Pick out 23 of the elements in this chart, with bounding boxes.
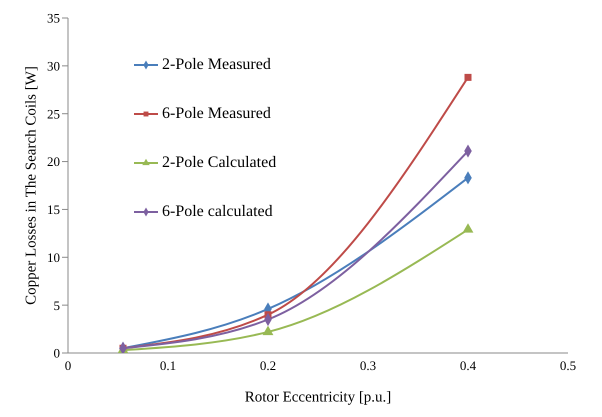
- y-tick-label: 35: [47, 10, 60, 26]
- x-axis-title: Rotor Eccentricity [p.u.]: [244, 390, 392, 406]
- legend-label: 6-Pole calculated: [162, 202, 273, 220]
- y-tick-label: 10: [47, 250, 60, 265]
- y-tick-label: 20: [47, 154, 60, 170]
- y-axis-title: Copper Losses in The Search Coils [W]: [23, 66, 40, 305]
- point: [262, 326, 274, 336]
- x-tick-label: 0.5: [560, 358, 576, 374]
- x-tick-label: 0: [64, 358, 72, 374]
- x-tick-label: 0.2: [260, 358, 276, 374]
- y-tick-label: 25: [47, 106, 60, 122]
- legend-label: 2-Pole Calculated: [162, 154, 276, 172]
- x-tick-label: 0.4: [460, 358, 477, 374]
- x-tick-label: 0.1: [160, 358, 176, 374]
- point: [464, 74, 472, 81]
- y-tick-label: 5: [54, 298, 60, 313]
- y-tick-label: 15: [47, 202, 60, 218]
- legend-label: 2-Pole Measured: [162, 56, 271, 74]
- y-tick-label: 0: [54, 346, 60, 361]
- y-tick-label: 30: [47, 58, 60, 74]
- legend-label: 6-Pole Measured: [162, 104, 271, 122]
- x-tick-label: 0.3: [360, 358, 376, 374]
- point: [462, 224, 474, 233]
